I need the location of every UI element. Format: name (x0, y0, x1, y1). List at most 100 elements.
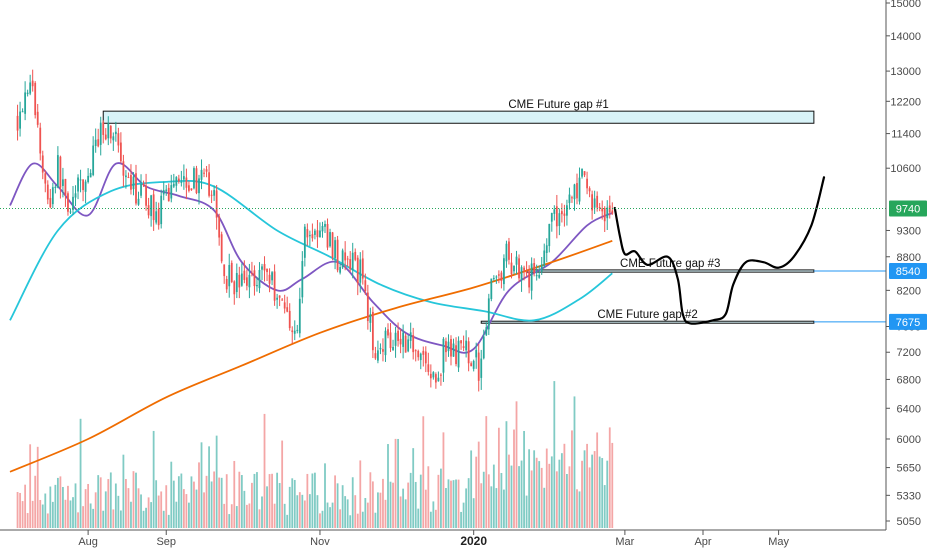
volume-bar (336, 483, 339, 528)
candle-body (434, 374, 437, 383)
volume-bar (417, 508, 420, 528)
volume-bar (571, 430, 573, 528)
volume-bar (422, 416, 425, 528)
volume-bar (500, 473, 503, 528)
candle-body (462, 346, 465, 348)
volume-bar (130, 501, 132, 528)
candle-body (397, 330, 399, 341)
candle-body (125, 175, 127, 178)
volume-bar (104, 491, 107, 528)
volume-bar (528, 449, 531, 528)
volume-bar (59, 476, 62, 528)
volume-bar (601, 458, 604, 528)
volume-bar (361, 511, 364, 528)
candle-body (324, 224, 326, 227)
candle-body (21, 111, 24, 113)
candle-body (36, 111, 39, 125)
y-tick-label: 6000 (897, 434, 921, 446)
volume-bar (389, 481, 392, 528)
volume-bar (462, 502, 465, 528)
volume-bar (319, 513, 321, 528)
candle-body (84, 181, 87, 192)
candle-body (334, 240, 336, 259)
volume-bar (424, 489, 427, 528)
candle-body (29, 82, 32, 94)
candle-body (180, 181, 183, 183)
volume-bar (271, 473, 273, 528)
volume-bar (31, 500, 34, 528)
candle-body (470, 363, 473, 367)
volume-bar (155, 480, 158, 528)
candle-body (598, 207, 601, 209)
volume-bar (497, 427, 500, 528)
volume-bar (566, 473, 568, 528)
volume-bar (97, 475, 100, 528)
volume-bar (180, 473, 183, 528)
candle-body (510, 262, 513, 275)
volume-bar (334, 475, 336, 528)
candle-body (548, 223, 551, 247)
volume-bar (165, 485, 168, 528)
candle-body (387, 329, 389, 336)
candle-body (505, 243, 508, 262)
volume-bar (369, 472, 372, 528)
volume-bar (465, 488, 468, 528)
volume-bar (482, 471, 485, 528)
candle-body (135, 173, 137, 204)
candle-body (424, 351, 427, 364)
candle-body (152, 194, 155, 221)
candle-body (374, 353, 377, 359)
candle-body (523, 267, 525, 271)
volume-bar (586, 443, 588, 528)
candle-body (273, 271, 276, 301)
candle-body (422, 350, 425, 355)
volume-bar (308, 494, 311, 528)
candle-body (162, 189, 165, 195)
candle-body (167, 187, 170, 202)
volume-bar (452, 480, 455, 528)
volume-bar (349, 515, 352, 528)
volume-bar (288, 486, 291, 528)
candle-body (389, 332, 392, 349)
candle-body (268, 274, 271, 284)
volume-bar (455, 479, 457, 528)
candle-body (571, 197, 573, 199)
candle-body (69, 211, 72, 213)
volume-bar (576, 489, 578, 528)
candle-body (170, 185, 173, 199)
volume-bar (213, 471, 216, 528)
candle-body (54, 186, 57, 188)
candle-body (165, 189, 168, 192)
candle-body (301, 261, 304, 298)
volume-bar (440, 468, 442, 528)
candle-body (402, 332, 405, 347)
candle-body (485, 327, 488, 336)
candle-body (361, 258, 364, 279)
volume-bar (245, 504, 248, 528)
price-badge-label: 7675 (896, 317, 920, 329)
volume-bar (256, 472, 258, 528)
volume-bar (125, 479, 127, 528)
volume-bar (26, 513, 29, 528)
candle-body (296, 329, 299, 331)
x-tick-label: 2020 (460, 534, 487, 548)
y-tick-label: 7200 (897, 347, 921, 359)
y-tick-label: 15000 (890, 0, 921, 10)
candle-body (490, 278, 493, 300)
volume-bar (467, 478, 470, 528)
volume-bar (351, 477, 354, 528)
candle-body (82, 179, 84, 191)
volume-bar (326, 502, 329, 528)
volume-bar (39, 499, 42, 528)
candle-body (46, 184, 49, 200)
candle-body (419, 353, 422, 361)
candle-body (175, 177, 178, 186)
candle-body (586, 178, 588, 189)
volume-bar (142, 510, 145, 528)
volume-bar (495, 488, 498, 528)
candle-body (384, 330, 387, 356)
volume-bar (67, 485, 69, 528)
candle-body (261, 266, 263, 270)
candle-body (495, 276, 498, 278)
